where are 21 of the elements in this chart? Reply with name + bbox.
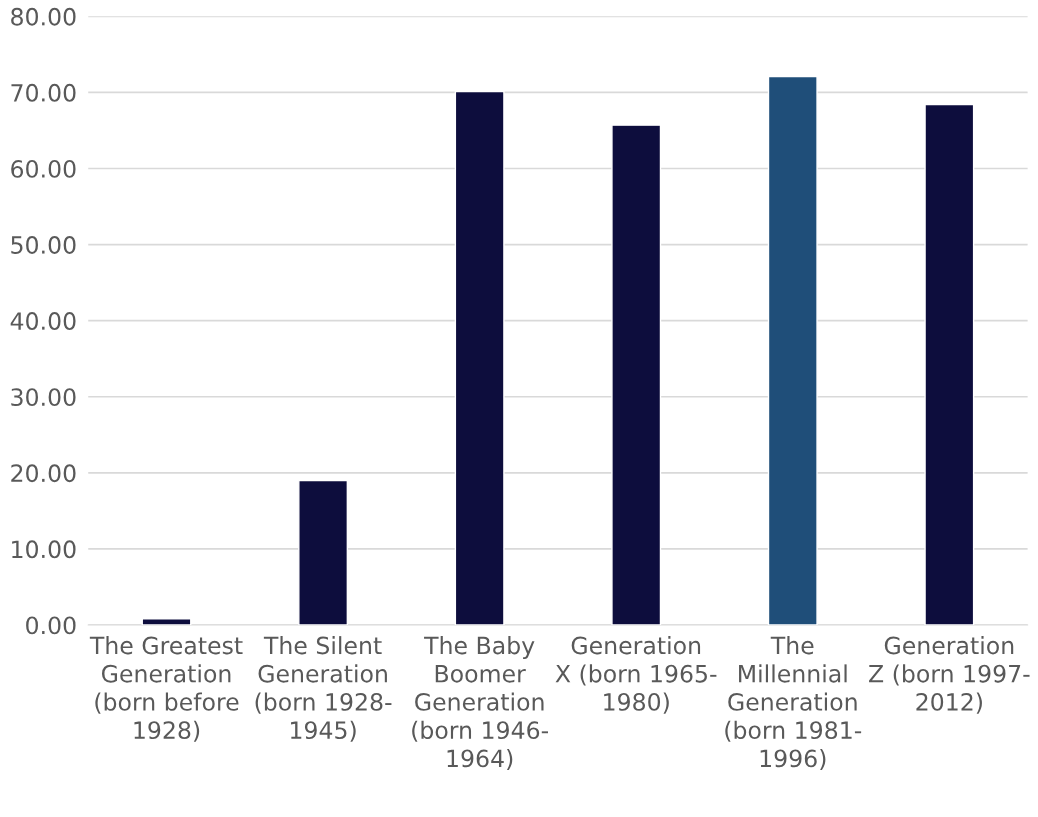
x-tick-label: The Silent Generation (born 1928- 1945) [255, 636, 392, 742]
x-tick-label: The Greatest Generation (born before 1928) [89, 636, 243, 742]
bar [141, 618, 192, 626]
y-tick-label: 80.00 [11, 7, 76, 26]
x-tick-label: The Baby Boomer Generation (born 1946- 1964) [412, 636, 548, 771]
y-tick-label: 30.00 [11, 388, 76, 407]
bar [454, 90, 505, 626]
bar [611, 124, 662, 626]
y-tick-label: 70.00 [11, 83, 76, 102]
bar [298, 479, 349, 626]
x-tick-label: Generation X (born 1965- 1980) [555, 636, 717, 714]
y-tick-label: 40.00 [10, 312, 76, 330]
x-tick-label: The Millennial Generation (born 1981- 1996) [725, 636, 862, 771]
y-tick-label: 10.00 [12, 540, 76, 559]
y-tick-label: 50.00 [11, 236, 76, 254]
y-tick-label: 20.00 [11, 464, 76, 483]
bar [924, 103, 975, 626]
bar [767, 75, 818, 626]
y-tick-label: 0.00 [26, 616, 76, 635]
x-tick-label: Generation Z (born 1997- 2012) [869, 636, 1030, 714]
y-tick-label: 60.00 [11, 159, 76, 178]
